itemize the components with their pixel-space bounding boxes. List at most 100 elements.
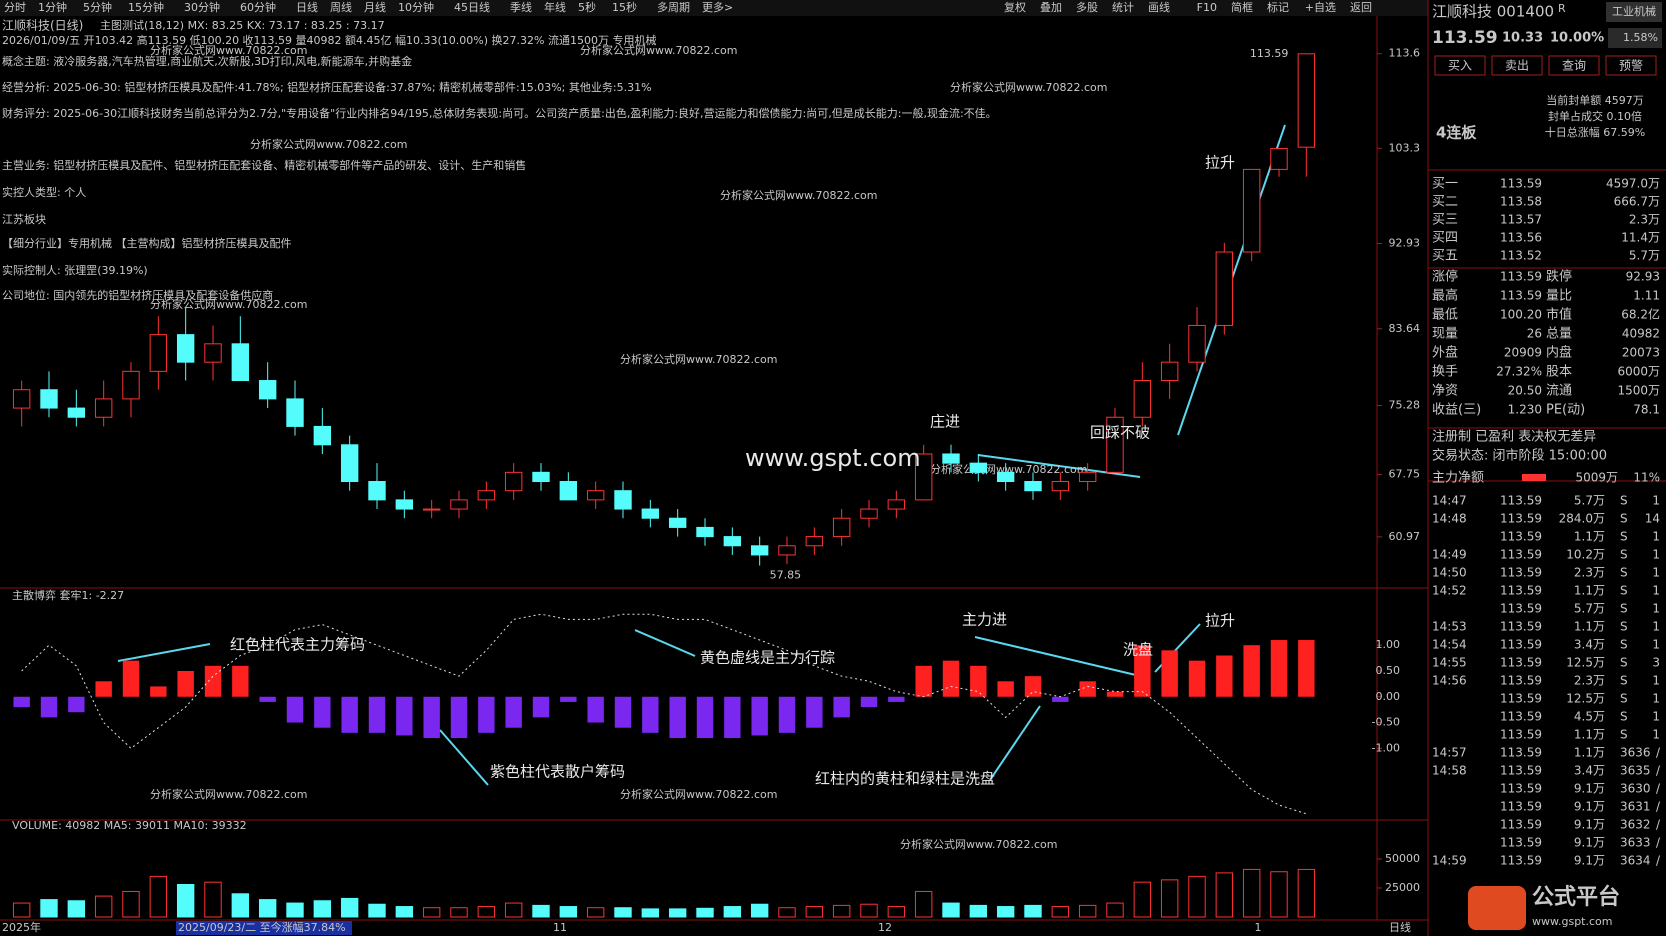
candle-body <box>532 471 550 483</box>
toolbar-button[interactable]: 复权 <box>1004 0 1026 14</box>
x-label: 11 <box>553 921 567 934</box>
bar <box>806 696 823 728</box>
trade-volume: 10.2万 <box>1566 548 1605 562</box>
toolbar-button[interactable]: 画线 <box>1148 0 1170 14</box>
candle-body <box>94 398 113 418</box>
toolbar-tab[interactable]: 月线 <box>364 0 386 14</box>
bar <box>204 665 222 697</box>
y-tick-label: 92.93 <box>1389 236 1421 249</box>
toolbar-tab[interactable]: 5分钟 <box>83 0 112 14</box>
toolbar-tab[interactable]: 日线 <box>296 0 318 14</box>
button-label[interactable]: 卖出 <box>1505 59 1529 73</box>
stat-label: 现量 <box>1432 327 1458 342</box>
toolbar-button[interactable]: 标记 <box>1267 0 1289 14</box>
bar <box>423 696 440 739</box>
trade-time: 14:47 <box>1432 494 1467 508</box>
volume-bar <box>450 907 468 918</box>
stat-value: 26 <box>1527 327 1542 341</box>
candle-body <box>149 334 168 372</box>
toolbar-tab[interactable]: 30分钟 <box>184 0 220 14</box>
toolbar-tab[interactable]: 分时 <box>4 1 26 14</box>
trade-count: / <box>1656 854 1661 868</box>
main-net-bar <box>1522 474 1546 481</box>
bar <box>915 665 932 697</box>
toolbar-tab[interactable]: 1分钟 <box>38 0 67 14</box>
button[interactable] <box>1491 55 1543 76</box>
bar <box>1079 681 1096 697</box>
trade-price: 113.59 <box>1500 782 1542 796</box>
bar <box>505 696 522 728</box>
high-label: 113.59 <box>1250 47 1289 60</box>
y-tick-label: 113.6 <box>1389 47 1421 60</box>
toolbar-tab[interactable]: 多周期 <box>657 0 690 14</box>
toolbar-button[interactable]: 叠加 <box>1040 1 1062 14</box>
book-price: 113.57 <box>1500 213 1542 227</box>
bar <box>177 670 194 697</box>
bar <box>696 696 714 739</box>
volume-bar <box>887 906 906 918</box>
button-label[interactable]: 预警 <box>1619 58 1643 73</box>
button[interactable] <box>1548 55 1600 76</box>
button[interactable] <box>1434 55 1486 76</box>
trade-flag: 3635 <box>1620 764 1651 778</box>
trade-time: 14:52 <box>1432 584 1467 598</box>
volume-bar <box>532 904 550 918</box>
candle-body <box>1160 361 1179 382</box>
stat-label: 最低 <box>1432 308 1458 323</box>
toolbar-button[interactable]: F10 <box>1197 1 1217 14</box>
button[interactable] <box>1605 55 1657 76</box>
x-label: 12 <box>878 921 892 934</box>
toolbar-tab[interactable]: 45日线 <box>454 0 490 14</box>
volume-bar <box>614 907 632 918</box>
trade-price: 113.59 <box>1500 566 1542 580</box>
toolbar-button[interactable]: 统计 <box>1112 1 1134 14</box>
trade-count: 3 <box>1652 656 1660 670</box>
volume-bar <box>258 899 277 918</box>
toolbar-tab[interactable]: 15秒 <box>612 0 637 14</box>
toolbar-tab[interactable]: 年线 <box>544 0 566 14</box>
logo-icon <box>1468 886 1526 930</box>
toolbar-button[interactable]: 多股 <box>1076 0 1098 14</box>
y-tick-label: 50000 <box>1385 852 1420 865</box>
candle-body <box>40 389 58 409</box>
candle-body <box>778 545 796 556</box>
main-net-pct: 11% <box>1633 471 1660 485</box>
bar <box>1298 640 1315 697</box>
candle-body <box>231 343 250 382</box>
toolbar-tab[interactable]: 15分钟 <box>128 0 164 14</box>
trade-count: 1 <box>1652 548 1660 562</box>
volume-bar <box>942 902 960 918</box>
toolbar-tab[interactable]: 60分钟 <box>240 0 276 14</box>
candle-body <box>860 508 878 519</box>
toolbar-button[interactable]: 简框 <box>1231 0 1253 14</box>
logo-text: 公式平台 <box>1532 884 1620 910</box>
x-label: 日线 <box>1389 920 1411 934</box>
watermark: 分析家公式网www.70822.com <box>950 80 1107 94</box>
toolbar-tab[interactable]: 更多> <box>702 0 733 14</box>
trade-flag: S <box>1620 512 1628 526</box>
volume-bar <box>12 902 31 918</box>
book-label: 买三 <box>1432 213 1458 228</box>
button-label[interactable]: 查询 <box>1562 59 1586 73</box>
stat-label: 跌停 <box>1546 269 1572 285</box>
trade-flag: S <box>1620 584 1628 598</box>
toolbar-tab[interactable]: 10分钟 <box>398 0 434 14</box>
toolbar-tab[interactable]: 周线 <box>330 0 352 14</box>
toolbar-button[interactable]: +自选 <box>1305 1 1336 14</box>
candle-body <box>12 389 31 409</box>
toolbar-tab[interactable]: 5秒 <box>578 0 596 14</box>
candle-body <box>176 334 195 363</box>
y-tick-label: 67.75 <box>1389 468 1421 481</box>
toolbar-button[interactable]: 返回 <box>1350 1 1372 14</box>
candle-body <box>696 526 714 538</box>
button-label[interactable]: 买入 <box>1448 59 1472 73</box>
book-price: 113.52 <box>1500 249 1542 263</box>
volume-bar <box>67 900 86 918</box>
toolbar-tab[interactable]: 季线 <box>510 0 532 14</box>
volume-bar <box>395 906 414 918</box>
volume-bar <box>805 906 824 918</box>
trade-count: 14 <box>1645 512 1660 526</box>
y-tick-label: 25000 <box>1385 881 1420 894</box>
trade-price: 113.59 <box>1500 746 1542 760</box>
volume-bar <box>94 895 113 918</box>
